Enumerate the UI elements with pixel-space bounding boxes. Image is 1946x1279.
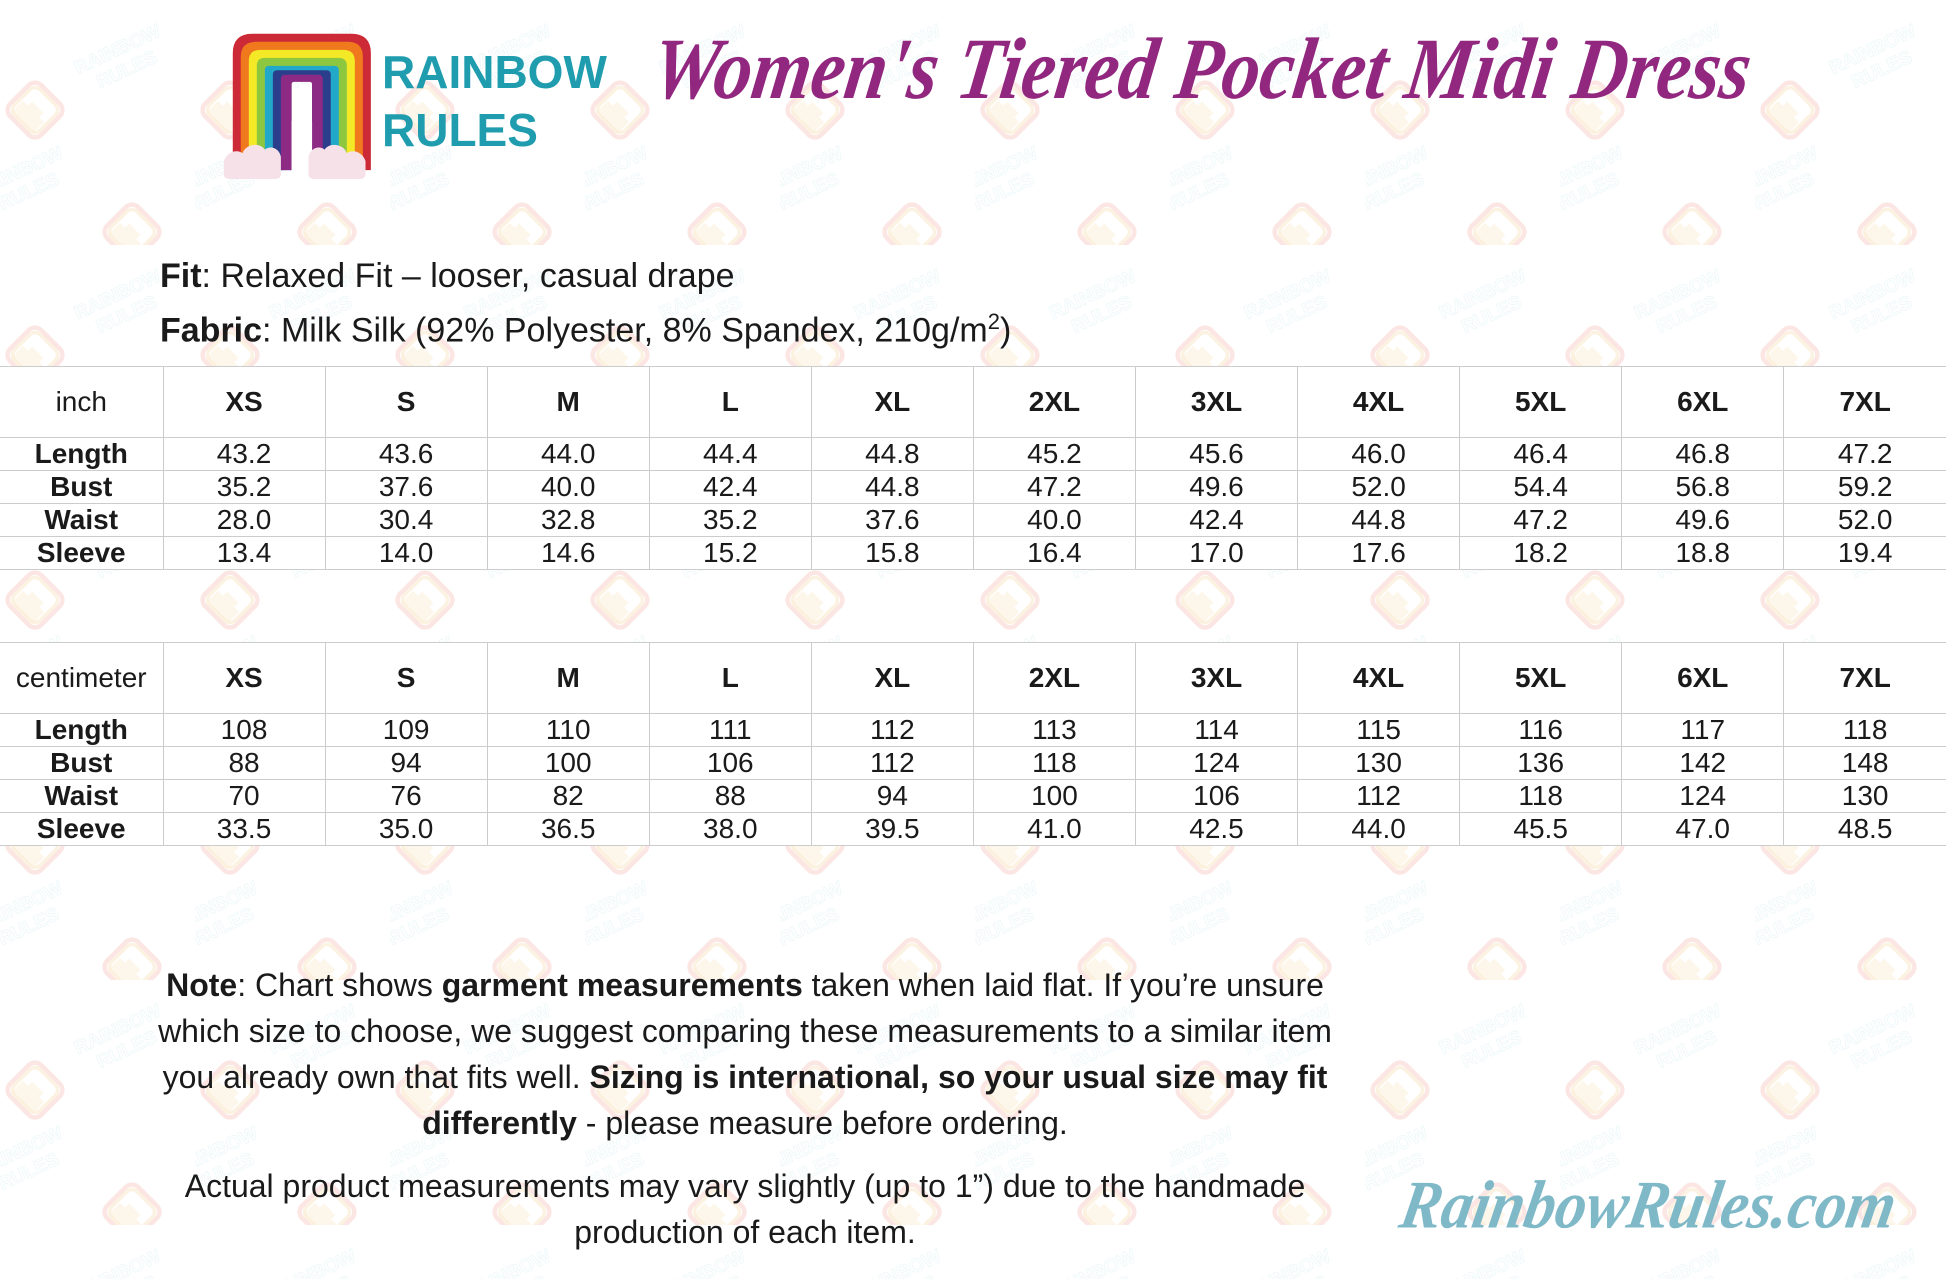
svg-text:RULES: RULES: [382, 104, 538, 156]
svg-text:RAINBOW: RAINBOW: [382, 46, 607, 98]
